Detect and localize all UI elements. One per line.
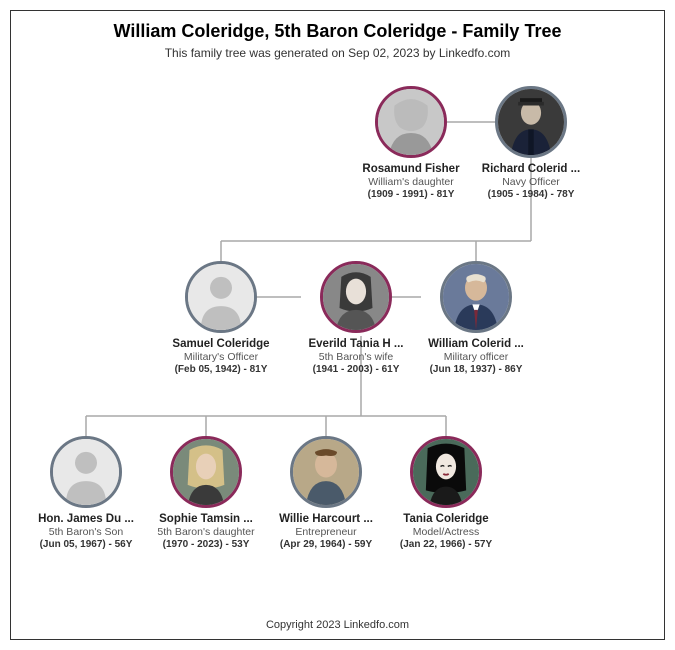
- page-subtitle: This family tree was generated on Sep 02…: [11, 46, 664, 60]
- person-role: William's daughter: [356, 176, 466, 188]
- person-name: Sophie Tamsin ...: [151, 513, 261, 525]
- person-sophie[interactable]: Sophie Tamsin ... 5th Baron's daughter (…: [151, 436, 261, 550]
- person-role: Military officer: [421, 351, 531, 363]
- person-name: Richard Colerid ...: [476, 163, 586, 175]
- person-role: Military's Officer: [166, 351, 276, 363]
- person-role: Navy Officer: [476, 176, 586, 188]
- person-everild[interactable]: Everild Tania H ... 5th Baron's wife (19…: [301, 261, 411, 375]
- person-james[interactable]: Hon. James Du ... 5th Baron's Son (Jun 0…: [31, 436, 141, 550]
- person-richard[interactable]: Richard Colerid ... Navy Officer (1905 -…: [476, 86, 586, 200]
- person-dates: (Jun 18, 1937) - 86Y: [421, 364, 531, 375]
- person-name: Willie Harcourt ...: [271, 513, 381, 525]
- person-dates: (1941 - 2003) - 61Y: [301, 364, 411, 375]
- person-rosamund[interactable]: Rosamund Fisher William's daughter (1909…: [356, 86, 466, 200]
- person-dates: (Jun 05, 1967) - 56Y: [31, 539, 141, 550]
- portrait-richard: [495, 86, 567, 158]
- person-dates: (Feb 05, 1942) - 81Y: [166, 364, 276, 375]
- person-name: Everild Tania H ...: [301, 338, 411, 350]
- person-role: 5th Baron's Son: [31, 526, 141, 538]
- person-name: Tania Coleridge: [391, 513, 501, 525]
- person-dates: (1909 - 1991) - 81Y: [356, 189, 466, 200]
- portrait-samuel: [185, 261, 257, 333]
- tree-frame: William Coleridge, 5th Baron Coleridge -…: [10, 10, 665, 640]
- portrait-james: [50, 436, 122, 508]
- person-role: Entrepreneur: [271, 526, 381, 538]
- person-dates: (Jan 22, 1966) - 57Y: [391, 539, 501, 550]
- person-role: 5th Baron's daughter: [151, 526, 261, 538]
- portrait-sophie: [170, 436, 242, 508]
- person-role: Model/Actress: [391, 526, 501, 538]
- portrait-william: [440, 261, 512, 333]
- portrait-willie: [290, 436, 362, 508]
- person-name: William Colerid ...: [421, 338, 531, 350]
- person-willie[interactable]: Willie Harcourt ... Entrepreneur (Apr 29…: [271, 436, 381, 550]
- person-dates: (Apr 29, 1964) - 59Y: [271, 539, 381, 550]
- portrait-rosamund: [375, 86, 447, 158]
- portrait-tania: [410, 436, 482, 508]
- person-dates: (1970 - 2023) - 53Y: [151, 539, 261, 550]
- person-samuel[interactable]: Samuel Coleridge Military's Officer (Feb…: [166, 261, 276, 375]
- person-name: Hon. James Du ...: [31, 513, 141, 525]
- person-tania[interactable]: Tania Coleridge Model/Actress (Jan 22, 1…: [391, 436, 501, 550]
- portrait-everild: [320, 261, 392, 333]
- page-title: William Coleridge, 5th Baron Coleridge -…: [11, 21, 664, 42]
- person-dates: (1905 - 1984) - 78Y: [476, 189, 586, 200]
- copyright-text: Copyright 2023 Linkedfo.com: [11, 619, 664, 631]
- person-name: Rosamund Fisher: [356, 163, 466, 175]
- person-william[interactable]: William Colerid ... Military officer (Ju…: [421, 261, 531, 375]
- person-name: Samuel Coleridge: [166, 338, 276, 350]
- person-role: 5th Baron's wife: [301, 351, 411, 363]
